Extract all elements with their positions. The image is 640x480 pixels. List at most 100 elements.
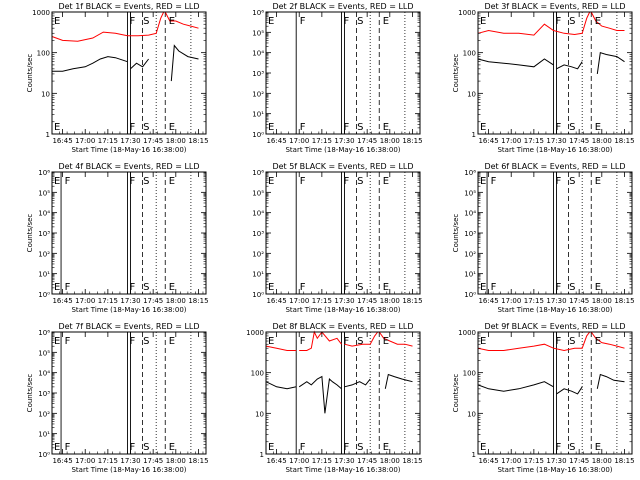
y-tick-label: 10⁵ <box>38 189 50 197</box>
series-line-lld <box>378 331 413 347</box>
x-tick-label: 17:00 <box>75 137 95 145</box>
series-line-events <box>52 56 128 72</box>
x-tick-label: 16:45 <box>266 137 286 145</box>
marker-label: F <box>555 442 561 453</box>
y-tick-label: 10⁶ <box>252 169 264 177</box>
marker-label: E <box>268 336 274 347</box>
series-line-lld <box>477 331 591 352</box>
x-tick-label: 17:30 <box>334 297 354 305</box>
x-tick-label: 18:15 <box>188 137 208 145</box>
x-axis-label: Start Time (18-May-16 16:38:00) <box>497 306 612 314</box>
x-tick-label: 17:15 <box>98 457 118 465</box>
plot-frame <box>265 11 421 135</box>
marker-label: S <box>357 16 363 27</box>
x-tick-label: 17:30 <box>334 137 354 145</box>
marker-label: F <box>555 282 561 293</box>
panel-6: Det 6f BLACK = Events, RED = LLDEEFFFFSS… <box>452 162 635 314</box>
marker-label: E <box>595 336 601 347</box>
y-tick-label: 10⁶ <box>38 329 50 337</box>
series-line-events <box>556 386 583 395</box>
panel-title: Det 2f BLACK = Events, RED = LLD <box>272 2 413 11</box>
y-tick-label: 10 <box>41 90 50 98</box>
series-line-events <box>344 378 371 388</box>
marker-label: E <box>480 122 486 133</box>
marker-label: E <box>169 16 175 27</box>
marker-label: E <box>268 442 274 453</box>
panel-title: Det 3f BLACK = Events, RED = LLD <box>484 2 625 11</box>
y-tick-label: 10¹ <box>252 111 264 119</box>
x-tick-label: 17:30 <box>546 457 566 465</box>
series-line-events <box>477 58 554 68</box>
marker-label: E <box>480 282 486 293</box>
x-tick-label: 17:30 <box>120 137 140 145</box>
marker-label: F <box>555 122 561 133</box>
x-tick-label: 16:45 <box>266 297 286 305</box>
x-tick-label: 18:00 <box>592 297 612 305</box>
marker-label: F <box>343 16 349 27</box>
marker-label: F <box>343 442 349 453</box>
y-tick-label: 100 <box>37 50 50 58</box>
x-tick-label: 16:45 <box>266 457 286 465</box>
marker-label: E <box>383 442 389 453</box>
y-tick-label: 100 <box>463 50 476 58</box>
x-tick-label: 17:15 <box>524 297 544 305</box>
marker-label: S <box>143 442 149 453</box>
series-line-events <box>265 381 297 390</box>
y-axis-label: Counts/sec <box>26 54 34 93</box>
y-tick-label: 100 <box>463 370 476 378</box>
series-line-events <box>384 373 413 389</box>
x-tick-label: 17:00 <box>75 297 95 305</box>
marker-label: S <box>357 336 363 347</box>
marker-label: S <box>569 442 575 453</box>
x-tick-label: 18:00 <box>166 137 186 145</box>
marker-label: E <box>595 442 601 453</box>
x-axis-label: Start Time (18-May-16 16:38:00) <box>71 466 186 474</box>
x-tick-label: 17:15 <box>312 137 332 145</box>
marker-label: F <box>555 336 561 347</box>
marker-label: E <box>54 282 60 293</box>
marker-label: E <box>268 16 274 27</box>
marker-label: F <box>343 282 349 293</box>
x-tick-label: 18:15 <box>188 297 208 305</box>
panel-7: Det 7f BLACK = Events, RED = LLDEEFFFFSS… <box>26 322 209 474</box>
plot-frame <box>51 331 207 455</box>
x-tick-label: 18:00 <box>592 457 612 465</box>
x-tick-label: 17:15 <box>98 137 118 145</box>
y-axis-label: Counts/sec <box>452 374 460 413</box>
y-tick-label: 10² <box>38 250 50 258</box>
y-tick-label: 1 <box>46 131 50 139</box>
y-tick-label: 10² <box>464 250 476 258</box>
x-tick-label: 17:30 <box>120 457 140 465</box>
marker-label: S <box>569 176 575 187</box>
marker-label: E <box>480 16 486 27</box>
panel-title: Det 8f BLACK = Events, RED = LLD <box>272 322 413 331</box>
panel-title: Det 6f BLACK = Events, RED = LLD <box>484 162 625 171</box>
x-tick-label: 17:15 <box>524 457 544 465</box>
x-tick-label: 18:00 <box>166 297 186 305</box>
y-tick-label: 1000 <box>32 9 50 17</box>
marker-label: E <box>268 176 274 187</box>
y-tick-label: 1000 <box>246 329 264 337</box>
marker-label: S <box>143 336 149 347</box>
y-tick-label: 10¹ <box>464 271 476 279</box>
x-tick-label: 17:30 <box>546 137 566 145</box>
x-tick-label: 18:15 <box>402 137 422 145</box>
y-tick-label: 10⁶ <box>38 169 50 177</box>
x-tick-label: 17:45 <box>569 297 589 305</box>
y-tick-label: 10² <box>252 250 264 258</box>
y-tick-label: 10² <box>252 90 264 98</box>
y-tick-label: 10⁰ <box>38 451 50 459</box>
panel-5: Det 5f BLACK = Events, RED = LLDEEFFFFSS… <box>252 162 422 314</box>
marker-label: E <box>54 336 60 347</box>
panel-4: Det 4f BLACK = Events, RED = LLDEEFFFFSS… <box>26 162 209 314</box>
plot-frame <box>265 331 421 455</box>
y-tick-label: 10² <box>38 410 50 418</box>
x-tick-label: 18:15 <box>402 457 422 465</box>
marker-label: F <box>129 16 135 27</box>
marker-label: E <box>383 176 389 187</box>
marker-label: S <box>143 122 149 133</box>
marker-label: F <box>65 442 71 453</box>
x-tick-label: 17:00 <box>75 457 95 465</box>
x-axis-label: Start Time (18-May-16 16:38:00) <box>285 466 400 474</box>
series-line-lld <box>299 330 342 351</box>
